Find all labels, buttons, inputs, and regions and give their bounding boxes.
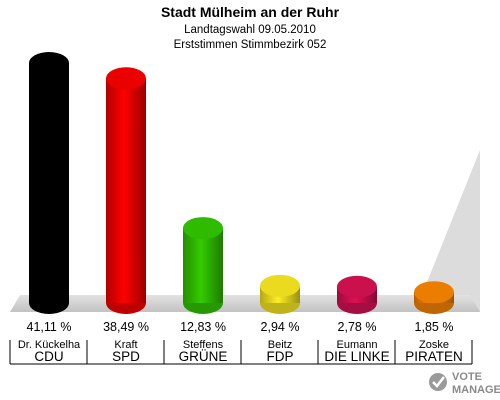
- bar-top: [260, 274, 300, 297]
- bar-top: [106, 67, 146, 90]
- party-label: DIE LINKE: [324, 349, 389, 364]
- bar-cdu: [29, 52, 69, 314]
- candidate-label: Dr. Kückelha: [18, 339, 81, 351]
- watermark-vote: VOTE: [452, 371, 482, 383]
- ballot-check-icon: [429, 373, 447, 391]
- candidate-label: Steffens: [183, 339, 224, 351]
- party-label: FDP: [267, 349, 294, 364]
- chart-subtitle-district: Erststimmen Stimmbezirk 052: [174, 39, 327, 51]
- candidate-label: Zoske: [419, 339, 449, 351]
- bar-body: [29, 63, 69, 303]
- value-label: 12,83 %: [180, 320, 226, 334]
- party-label: SPD: [112, 349, 140, 364]
- bar-top: [337, 275, 377, 298]
- bar-top: [29, 52, 69, 74]
- value-label: 38,49 %: [103, 320, 149, 334]
- bar-top: [414, 281, 454, 304]
- value-label-group: 41,11 % 38,49 % 12,83 % 2,94 % 2,78 % 1,85 %: [27, 320, 454, 334]
- bar-body: [106, 78, 146, 303]
- chart-floor: [10, 295, 480, 312]
- bar-grüne: [183, 217, 223, 314]
- bar-body: [183, 228, 223, 303]
- chart-title-group: Stadt Mülheim an der Ruhr Landtagswahl 0…: [161, 4, 340, 51]
- bar-fdp: [260, 274, 300, 314]
- value-label: 1,85 %: [415, 320, 454, 334]
- party-label: GRÜNE: [179, 349, 228, 364]
- bar-group: [29, 52, 454, 314]
- candidate-label: Eumann: [337, 339, 378, 351]
- value-label: 41,11 %: [27, 320, 72, 334]
- bar-piraten: [414, 281, 454, 314]
- value-label: 2,94 %: [261, 320, 300, 334]
- bar-top: [183, 217, 223, 240]
- chart-subtitle-date: Landtagswahl 09.05.2010: [184, 24, 316, 36]
- party-label: CDU: [34, 349, 63, 364]
- candidate-label: Kraft: [114, 339, 137, 351]
- candidate-label: Beitz: [268, 339, 292, 351]
- vote-manager-logo: VOTE MANAGER: [429, 371, 500, 396]
- chart-title: Stadt Mülheim an der Ruhr: [161, 4, 340, 20]
- value-label: 2,78 %: [338, 320, 377, 334]
- party-label: PIRATEN: [405, 349, 463, 364]
- bar-die-linke: [337, 275, 377, 314]
- bar-spd: [106, 67, 146, 314]
- watermark-manager: MANAGER: [452, 384, 500, 396]
